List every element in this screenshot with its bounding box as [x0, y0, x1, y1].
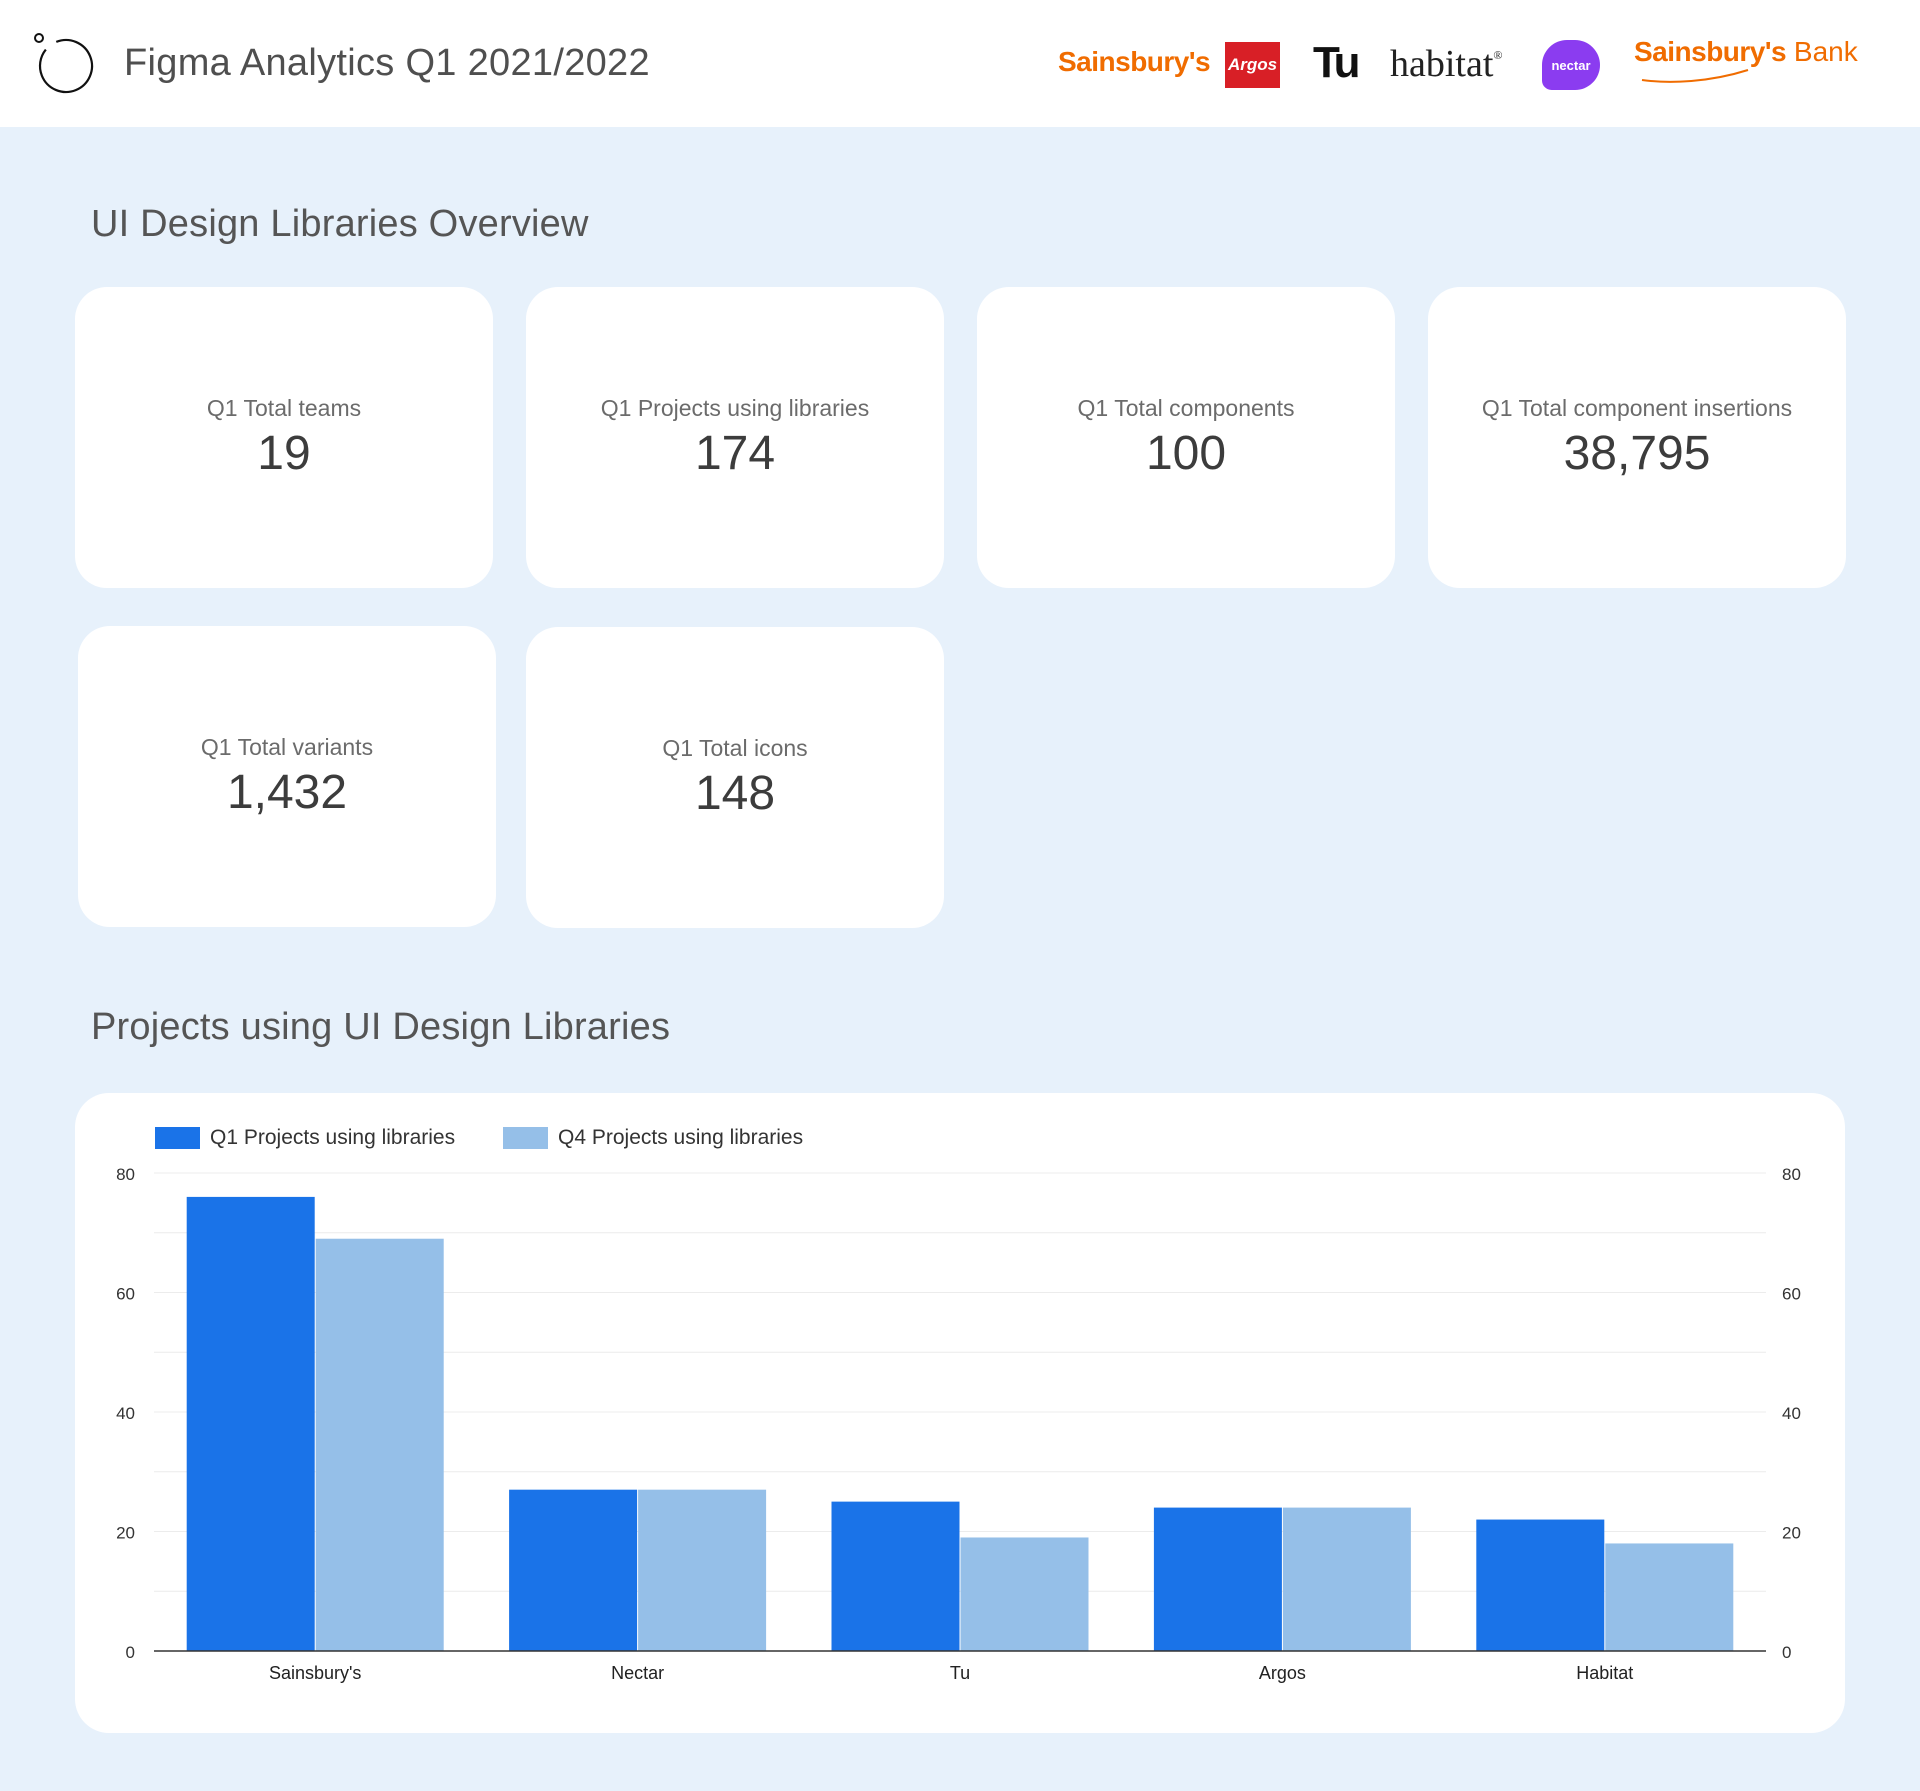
page-title: Figma Analytics Q1 2021/2022	[124, 42, 650, 84]
bar-q4-sainsburys[interactable]	[315, 1238, 444, 1651]
kpi-value: 19	[257, 426, 311, 480]
x-tick-label: Tu	[950, 1663, 970, 1683]
bar-q1-nectar[interactable]	[509, 1489, 638, 1651]
kpi-value: 38,795	[1563, 426, 1711, 480]
overview-section-title: UI Design Libraries Overview	[91, 203, 589, 245]
y-tick-label-right: 0	[1782, 1643, 1791, 1662]
x-tick-label: Habitat	[1576, 1663, 1633, 1683]
habitat-logo: habitat®	[1390, 42, 1503, 86]
kpi-value: 174	[694, 426, 776, 480]
nectar-logo-text: nectar	[1551, 57, 1591, 73]
sainsburys-bank-logo: Sainsbury's Bank	[1634, 36, 1858, 68]
y-tick-label-right: 20	[1782, 1524, 1801, 1543]
argos-logo: Argos	[1225, 42, 1280, 88]
argos-logo-text: Argos	[1227, 55, 1278, 74]
legend-swatch-q4	[503, 1127, 548, 1149]
legend-swatch-q1	[155, 1127, 200, 1149]
kpi-value: 100	[1145, 426, 1227, 480]
kpi-label: Q1 Total teams	[206, 394, 362, 421]
tu-logo: Tu	[1313, 38, 1360, 87]
bar-q1-argos[interactable]	[1153, 1507, 1282, 1651]
y-tick-label-left: 20	[116, 1524, 135, 1543]
kpi-label: Q1 Projects using libraries	[600, 394, 870, 421]
bar-q1-sainsburys[interactable]	[186, 1196, 315, 1651]
projects-bar-chart: 0 0 20 20 40 40 60 60 80 80 Sainsbury's Nectar Tu Arg…	[116, 1165, 1801, 1683]
y-tick-label-left: 60	[116, 1285, 135, 1304]
y-tick-label-left: 0	[126, 1643, 135, 1662]
kpi-card-projects-using-libraries: Q1 Projects using libraries 174	[526, 287, 944, 588]
y-tick-label-right: 40	[1782, 1404, 1801, 1423]
x-tick-label: Argos	[1259, 1663, 1306, 1683]
bar-q4-nectar[interactable]	[638, 1489, 767, 1651]
legend-label-q4: Q4 Projects using libraries	[558, 1126, 804, 1149]
y-tick-label-right: 60	[1782, 1285, 1801, 1304]
bar-q4-argos[interactable]	[1282, 1507, 1411, 1651]
nectar-logo: nectar	[1542, 40, 1600, 90]
y-tick-label-left: 80	[116, 1165, 135, 1184]
sainsburys-bank-swoosh-icon	[1641, 69, 1749, 83]
header-bar: Figma Analytics Q1 2021/2022 Sainsbury's…	[0, 0, 1920, 127]
kpi-label: Q1 Total components	[1077, 394, 1295, 421]
y-tick-label-left: 40	[116, 1404, 135, 1423]
bar-q1-habitat[interactable]	[1476, 1519, 1605, 1651]
legend-item-q4[interactable]: Q4 Projects using libraries	[503, 1126, 803, 1150]
y-tick-label-right: 80	[1782, 1165, 1801, 1184]
figma-analytics-logo-icon	[34, 33, 94, 94]
legend-item-q1[interactable]: Q1 Projects using libraries	[155, 1126, 455, 1150]
kpi-card-total-teams: Q1 Total teams 19	[75, 287, 493, 588]
x-tick-label: Nectar	[611, 1663, 664, 1683]
projects-chart-panel: Q1 Projects using libraries Q4 Projects …	[75, 1093, 1845, 1733]
kpi-card-total-variants: Q1 Total variants 1,432	[78, 626, 496, 927]
sainsburys-bank-word: Bank	[1793, 36, 1858, 67]
bar-q4-habitat[interactable]	[1605, 1543, 1734, 1651]
x-tick-label: Sainsbury's	[269, 1663, 361, 1683]
sainsburys-bank-name: Sainsbury's	[1634, 36, 1787, 67]
bar-q1-tu[interactable]	[831, 1501, 960, 1651]
kpi-card-component-insertions: Q1 Total component insertions 38,795	[1428, 287, 1846, 588]
sainsburys-logo: Sainsbury's	[1058, 46, 1211, 77]
kpi-label: Q1 Total component insertions	[1481, 394, 1793, 421]
kpi-value: 148	[694, 766, 776, 820]
kpi-card-total-components: Q1 Total components 100	[977, 287, 1395, 588]
habitat-logo-text: habitat	[1390, 43, 1494, 85]
projects-section-title: Projects using UI Design Libraries	[91, 1006, 671, 1048]
habitat-registered-mark: ®	[1493, 48, 1503, 62]
legend-label-q1: Q1 Projects using libraries	[210, 1126, 456, 1149]
kpi-value: 1,432	[226, 765, 348, 819]
kpi-card-total-icons: Q1 Total icons 148	[526, 627, 944, 928]
kpi-label: Q1 Total variants	[200, 733, 374, 760]
kpi-label: Q1 Total icons	[662, 734, 808, 761]
bar-q4-tu[interactable]	[960, 1537, 1089, 1651]
